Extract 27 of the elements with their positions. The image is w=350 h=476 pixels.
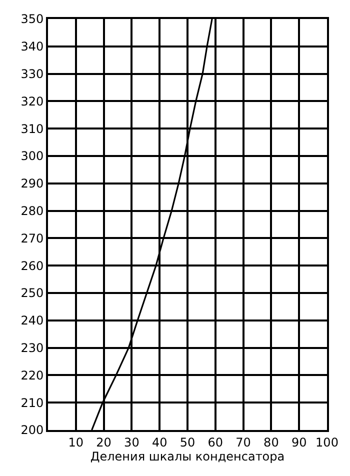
y-tick-label: 320 — [20, 94, 44, 108]
y-tick-label: 280 — [20, 204, 44, 218]
x-tick-label: 30 — [124, 435, 140, 450]
x-tick-label: 60 — [208, 435, 224, 450]
y-tick-label: 270 — [20, 231, 44, 246]
y-tick-label: 230 — [20, 341, 44, 355]
x-tick-label: 90 — [291, 435, 307, 450]
y-tick-label: 240 — [20, 314, 44, 328]
y-tick-label: 310 — [20, 122, 44, 136]
y-tick-label: 260 — [20, 258, 44, 273]
y-tick-label: 210 — [20, 396, 44, 410]
x-axis-title: Деления шкалы конденсатора — [90, 449, 285, 464]
y-tick-label: 330 — [20, 67, 44, 81]
x-tick-label: 40 — [152, 435, 168, 450]
x-tick-label: 50 — [180, 435, 196, 450]
y-tick-label: 220 — [20, 368, 44, 382]
x-tick-label: 20 — [96, 435, 112, 450]
x-tick-label: 100 — [316, 435, 338, 450]
x-tick-label: 70 — [236, 435, 251, 450]
y-tick-label: 290 — [20, 176, 44, 191]
x-tick-label: 80 — [264, 435, 279, 450]
y-tick-label: 200 — [20, 423, 44, 438]
x-tick-label: 10 — [68, 435, 84, 450]
y-tick-label: 250 — [20, 286, 44, 300]
y-tick-label: 350 — [20, 12, 44, 26]
y-tick-label: 300 — [20, 149, 44, 164]
y-tick-label: 340 — [20, 40, 44, 54]
